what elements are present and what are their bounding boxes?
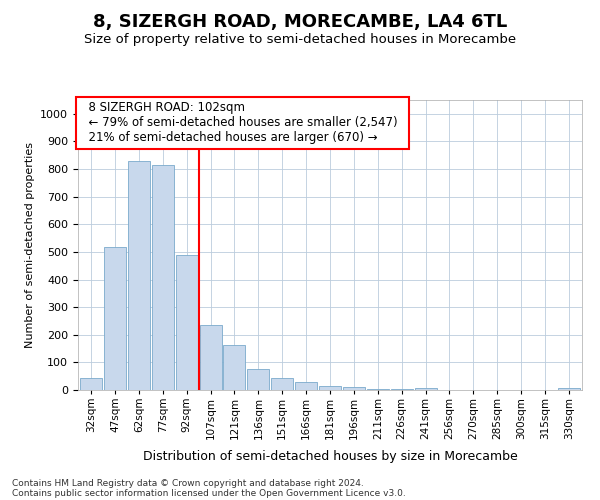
Bar <box>152 165 174 390</box>
Bar <box>319 386 341 390</box>
Bar <box>343 387 365 390</box>
Text: Contains HM Land Registry data © Crown copyright and database right 2024.: Contains HM Land Registry data © Crown c… <box>12 478 364 488</box>
Bar <box>271 378 293 390</box>
Text: 8 SIZERGH ROAD: 102sqm  
  ← 79% of semi-detached houses are smaller (2,547)  
 : 8 SIZERGH ROAD: 102sqm ← 79% of semi-det… <box>80 102 404 144</box>
Y-axis label: Number of semi-detached properties: Number of semi-detached properties <box>25 142 35 348</box>
Bar <box>80 378 102 390</box>
Bar <box>223 346 245 390</box>
Text: 8, SIZERGH ROAD, MORECAMBE, LA4 6TL: 8, SIZERGH ROAD, MORECAMBE, LA4 6TL <box>93 12 507 30</box>
Bar <box>247 370 269 390</box>
Text: Contains public sector information licensed under the Open Government Licence v3: Contains public sector information licen… <box>12 488 406 498</box>
Bar <box>200 325 221 390</box>
Bar <box>295 382 317 390</box>
Bar <box>415 388 437 390</box>
X-axis label: Distribution of semi-detached houses by size in Morecambe: Distribution of semi-detached houses by … <box>143 450 517 463</box>
Bar <box>176 254 197 390</box>
Bar <box>104 247 126 390</box>
Text: Size of property relative to semi-detached houses in Morecambe: Size of property relative to semi-detach… <box>84 32 516 46</box>
Bar <box>128 161 150 390</box>
Bar <box>367 388 389 390</box>
Bar <box>558 388 580 390</box>
